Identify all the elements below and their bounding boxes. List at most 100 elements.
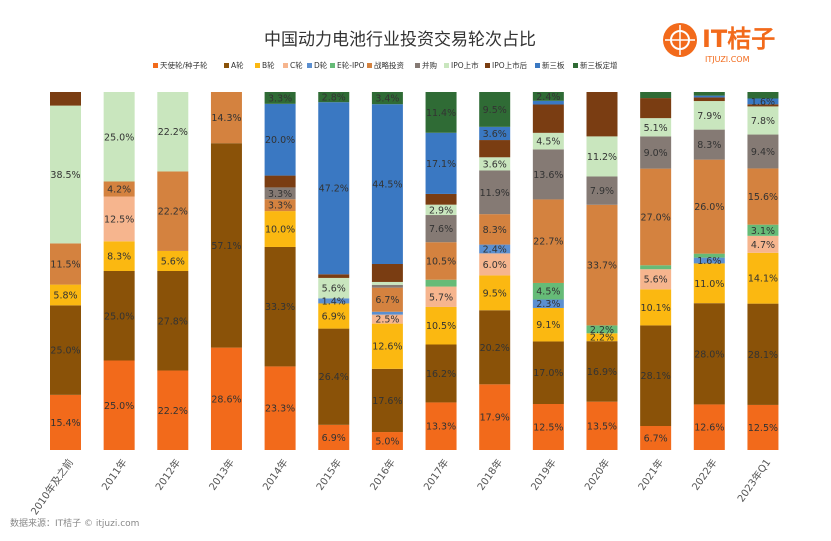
data-label: 11.4%: [426, 108, 456, 119]
bar-segment: [532, 341, 564, 405]
bar-segment: [318, 102, 350, 275]
data-label: 25.0%: [104, 132, 134, 143]
data-label: 25.0%: [50, 346, 80, 357]
data-label: 12.5%: [104, 214, 134, 225]
data-label: 2.4%: [536, 92, 560, 103]
data-label: 8.3%: [483, 225, 507, 236]
data-label: 12.6%: [372, 342, 402, 353]
bar-segment: [747, 252, 779, 304]
bar-segment: [586, 333, 618, 342]
x-tick-label: 2021年: [635, 456, 666, 492]
data-label: 44.5%: [372, 180, 402, 191]
data-label: 28.1%: [641, 371, 671, 382]
bar-segment: [425, 306, 457, 345]
bar-segment: [318, 277, 350, 299]
bar-segment: [50, 243, 81, 285]
data-label: 38.5%: [50, 170, 80, 181]
bar-segment: [371, 92, 403, 105]
data-label: 17.1%: [426, 159, 456, 170]
data-label: 26.4%: [319, 372, 349, 383]
bar-segment: [50, 305, 81, 395]
data-label: 4.2%: [107, 185, 131, 196]
legend-swatch: [535, 63, 540, 68]
data-label: 10.0%: [265, 225, 295, 236]
data-label: 22.2%: [158, 406, 188, 417]
bar-segment: [747, 92, 779, 99]
x-axis-ticks: 2010年及之前 2011年 2012年 2013年 2014年 2015年 2016年 20…: [28, 456, 774, 517]
legend-label: A轮: [231, 60, 244, 70]
data-label: 11.5%: [50, 260, 80, 271]
bar-segment: [640, 118, 672, 137]
legend-label: 并购: [422, 60, 437, 70]
bar-segment: [586, 204, 618, 326]
bar-segment: [640, 325, 672, 427]
data-label: 5.6%: [161, 256, 185, 267]
data-label: 25.0%: [104, 311, 134, 322]
x-tick-label: 2022年: [689, 456, 720, 492]
data-label: 22.2%: [158, 207, 188, 218]
legend-label: E轮-IPO: [337, 60, 365, 70]
logo-domain: ITJUZI.COM: [705, 55, 750, 64]
bar-segment: [371, 104, 403, 264]
bar-segment: [693, 101, 725, 130]
bar-segment: [747, 404, 779, 450]
data-label: 22.2%: [158, 127, 188, 138]
bar-segment: [640, 92, 672, 99]
bar-segment: [103, 360, 135, 450]
bar-segment: [371, 281, 403, 285]
bar-segment: [264, 199, 296, 212]
legend-swatch: [444, 63, 449, 68]
bar-segment: [264, 92, 296, 104]
bar-segment: [425, 193, 457, 205]
data-label: 12.5%: [748, 423, 778, 434]
bar-segment: [586, 136, 618, 177]
bar-segment: [318, 92, 350, 103]
data-label: 6.7%: [644, 434, 668, 445]
bar-segment: [318, 328, 350, 425]
bar-segment: [640, 168, 672, 266]
data-label: 1.4%: [322, 296, 346, 307]
bar-segment: [318, 298, 350, 304]
bar-segment: [479, 253, 511, 276]
data-label: 17.6%: [372, 396, 402, 407]
data-label: 14.3%: [211, 113, 241, 124]
bar-segment: [479, 384, 511, 450]
bar-segment: [693, 129, 725, 160]
data-label: 16.9%: [587, 367, 617, 378]
bar-segment: [747, 134, 779, 169]
bar-segment: [532, 100, 564, 105]
bar-segment: [50, 92, 81, 106]
data-label: 14.1%: [748, 274, 778, 285]
bar-segment: [532, 92, 564, 101]
bar-segment: [586, 401, 618, 450]
bar-segment: [640, 269, 672, 290]
data-label: 2.4%: [483, 244, 507, 255]
data-label: 5.6%: [322, 284, 346, 295]
data-label: 5.0%: [375, 437, 399, 448]
bar-segment: [157, 250, 189, 271]
data-label: 9.4%: [751, 147, 775, 158]
bar-segment: [103, 196, 135, 242]
bar-segment: [264, 366, 296, 450]
bar-segment: [479, 157, 511, 171]
legend-label: 新三板定增: [580, 60, 618, 70]
bar-segment: [371, 314, 403, 324]
data-label: 6.9%: [322, 433, 346, 444]
x-tick-label: 2020年: [581, 456, 612, 492]
x-tick-label: 2010年及之前: [28, 456, 76, 517]
data-label: 15.4%: [50, 418, 80, 429]
data-label: 2.2%: [590, 333, 614, 344]
x-tick-label: 2013年: [206, 456, 237, 492]
bar-segment: [532, 149, 564, 200]
bar-segment: [425, 344, 457, 403]
bar-segment: [479, 214, 511, 245]
data-label: 5.7%: [429, 292, 453, 303]
data-label: 1.6%: [697, 256, 721, 267]
data-label: 7.9%: [697, 111, 721, 122]
bar-segment: [479, 170, 511, 215]
data-label: 5.8%: [53, 290, 77, 301]
itjuzi-logo: IT桔子 ITJUZI.COM: [663, 23, 775, 64]
bar-segment: [264, 246, 296, 367]
legend-label: D轮: [314, 60, 328, 70]
